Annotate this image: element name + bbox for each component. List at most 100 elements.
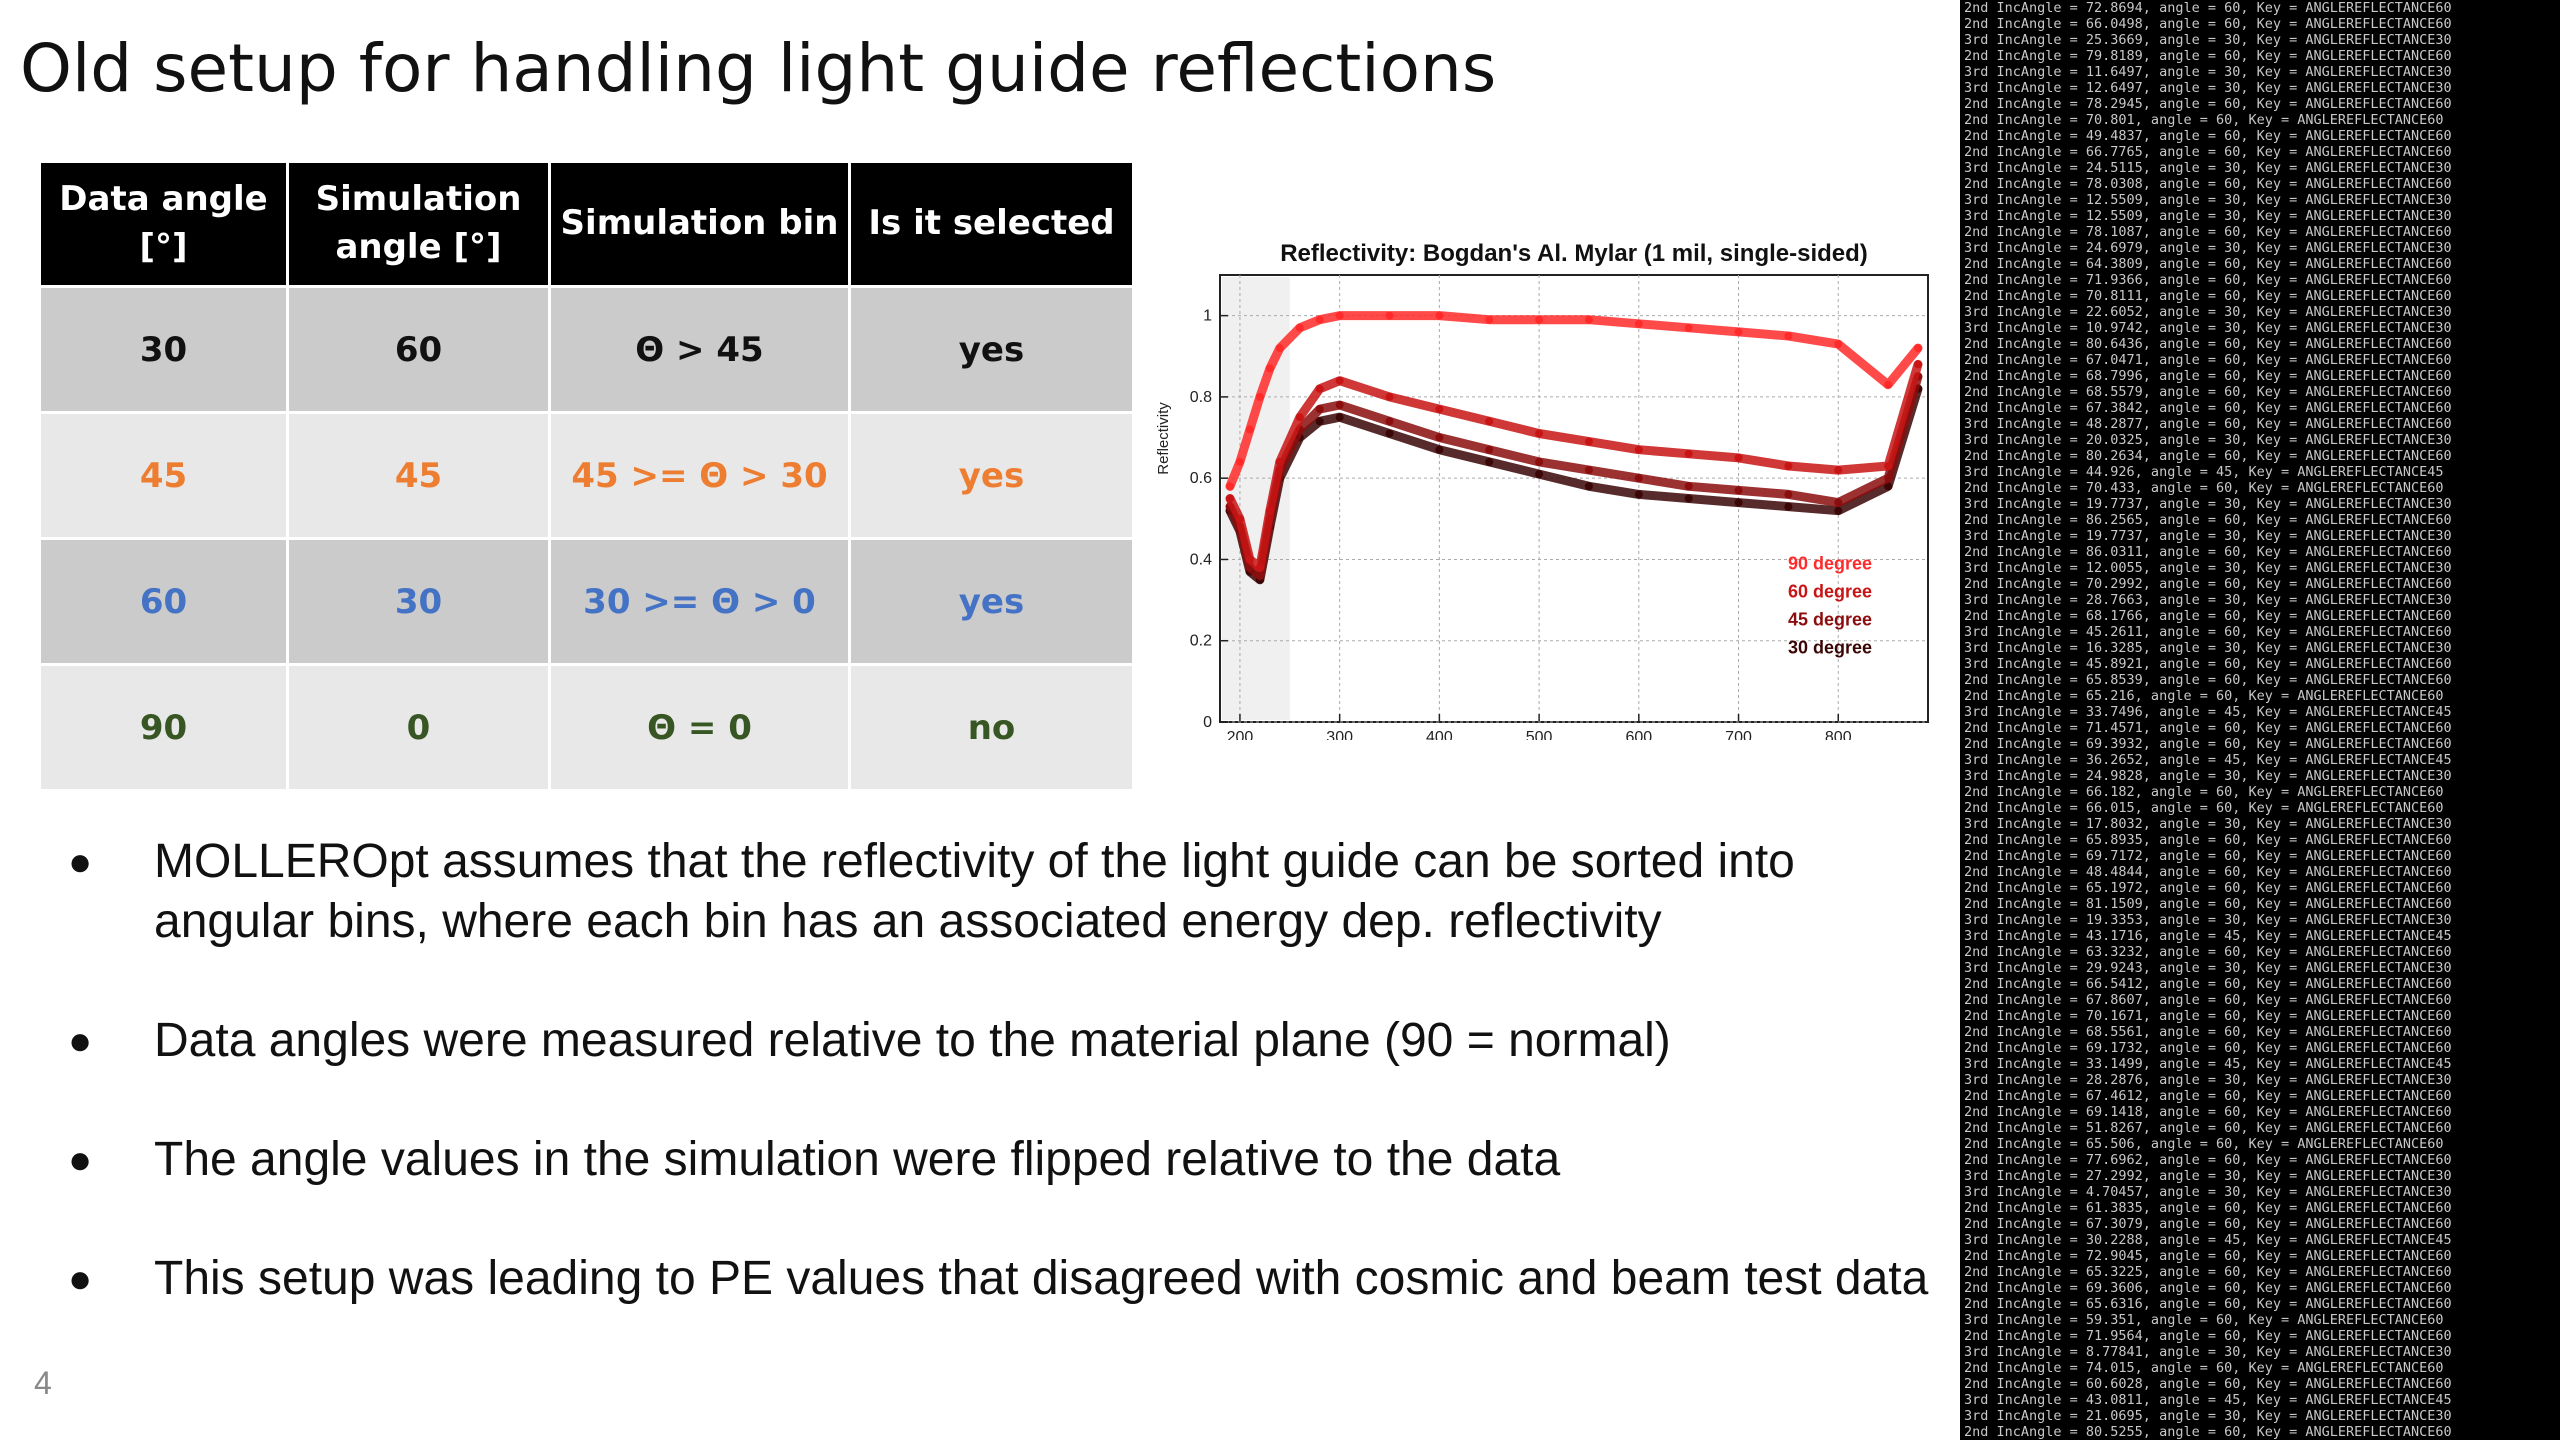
log-line: 2nd IncAngle = 70.8111, angle = 60, Key … <box>1964 288 2452 304</box>
data-point <box>1634 474 1643 483</box>
log-line: 2nd IncAngle = 78.1087, angle = 60, Key … <box>1964 224 2452 240</box>
data-point <box>1435 311 1444 320</box>
log-line: 3rd IncAngle = 48.2877, angle = 60, Key … <box>1964 416 2452 432</box>
table-header-cell: Data angle [°] <box>38 160 289 288</box>
data-point <box>1265 364 1274 373</box>
log-line: 3rd IncAngle = 10.9742, angle = 30, Key … <box>1964 320 2452 336</box>
log-line: 2nd IncAngle = 67.3079, angle = 60, Key … <box>1964 1216 2452 1232</box>
log-line: 2nd IncAngle = 70.433, angle = 60, Key =… <box>1964 480 2444 496</box>
data-point <box>1385 417 1394 426</box>
log-line: 2nd IncAngle = 64.3809, angle = 60, Key … <box>1964 256 2452 272</box>
table-cell: 0 <box>286 663 551 792</box>
log-line: 3rd IncAngle = 16.3285, angle = 30, Key … <box>1964 640 2452 656</box>
log-line: 3rd IncAngle = 28.7663, angle = 30, Key … <box>1964 592 2452 608</box>
data-point <box>1485 417 1494 426</box>
data-point <box>1584 315 1593 324</box>
log-line: 2nd IncAngle = 65.216, angle = 60, Key =… <box>1964 688 2444 704</box>
data-point <box>1834 498 1843 507</box>
reflectivity-chart: 200 300 400 500 600 700 800 0 0.2 0.4 0.6 0.8 1 Refle… <box>1155 240 1929 740</box>
data-point <box>1275 457 1284 466</box>
log-line: 2nd IncAngle = 68.5579, angle = 60, Key … <box>1964 384 2452 400</box>
log-line: 2nd IncAngle = 48.4844, angle = 60, Key … <box>1964 864 2452 880</box>
y-tick-label: 0.6 <box>1190 470 1212 487</box>
log-line: 2nd IncAngle = 67.4612, angle = 60, Key … <box>1964 1088 2452 1104</box>
x-tick-label: 700 <box>1725 729 1752 740</box>
data-point <box>1255 571 1264 580</box>
data-point <box>1584 437 1593 446</box>
log-line: 3rd IncAngle = 59.351, angle = 60, Key =… <box>1964 1312 2444 1328</box>
bullet-text: Data angles were measured relative to th… <box>154 1014 1671 1067</box>
angle-bins-table: Data angle [°] Simulation angle [°] Simula… <box>38 160 1135 792</box>
log-line: 3rd IncAngle = 19.7737, angle = 30, Key … <box>1964 496 2452 512</box>
data-point <box>1485 445 1494 454</box>
bullet-dot-icon: ● <box>68 1019 93 1063</box>
log-line: 2nd IncAngle = 80.5255, angle = 60, Key … <box>1964 1424 2452 1440</box>
table-row: 30 60 Θ > 45 yes <box>38 285 1135 414</box>
data-point <box>1834 340 1843 349</box>
data-point <box>1435 405 1444 414</box>
log-line: 2nd IncAngle = 70.801, angle = 60, Key =… <box>1964 112 2444 128</box>
data-point <box>1295 413 1304 422</box>
data-point <box>1315 384 1324 393</box>
bullet-dot-icon: ● <box>68 1138 93 1182</box>
log-line: 3rd IncAngle = 24.5115, angle = 30, Key … <box>1964 160 2452 176</box>
log-line: 2nd IncAngle = 69.3606, angle = 60, Key … <box>1964 1280 2452 1296</box>
legend-entry: 30 degree <box>1788 638 1872 658</box>
data-point <box>1884 380 1893 389</box>
log-line: 2nd IncAngle = 72.8694, angle = 60, Key … <box>1964 0 2452 16</box>
log-line: 2nd IncAngle = 51.8267, angle = 60, Key … <box>1964 1120 2452 1136</box>
data-point <box>1634 490 1643 499</box>
data-point <box>1435 433 1444 442</box>
data-point <box>1245 555 1254 564</box>
log-line: 2nd IncAngle = 65.506, angle = 60, Key =… <box>1964 1136 2444 1152</box>
x-tick-label: 500 <box>1526 729 1553 740</box>
table-row: 60 30 30 >= Θ > 0 yes <box>38 537 1135 666</box>
data-point <box>1255 563 1264 572</box>
log-line: 2nd IncAngle = 78.0308, angle = 60, Key … <box>1964 176 2452 192</box>
data-point <box>1535 457 1544 466</box>
table-header-cell: Simulation bin <box>548 160 851 288</box>
table-cell: Θ > 45 <box>548 285 851 414</box>
log-line: 3rd IncAngle = 19.3353, angle = 30, Key … <box>1964 912 2452 928</box>
data-point <box>1734 453 1743 462</box>
log-line: 2nd IncAngle = 67.0471, angle = 60, Key … <box>1964 352 2452 368</box>
log-line: 2nd IncAngle = 65.3225, angle = 60, Key … <box>1964 1264 2452 1280</box>
log-line: 3rd IncAngle = 24.9828, angle = 30, Key … <box>1964 768 2452 784</box>
y-tick-label: 0.2 <box>1190 633 1212 650</box>
data-point <box>1275 344 1284 353</box>
log-line: 3rd IncAngle = 19.7737, angle = 30, Key … <box>1964 528 2452 544</box>
bullet-item: ● The angle values in the simulation were… <box>60 1130 1940 1190</box>
y-tick-label: 0.4 <box>1190 551 1212 568</box>
log-line: 3rd IncAngle = 33.7496, angle = 45, Key … <box>1964 704 2452 720</box>
table-cell: yes <box>848 537 1135 666</box>
log-line: 3rd IncAngle = 43.1716, angle = 45, Key … <box>1964 928 2452 944</box>
log-line: 3rd IncAngle = 21.0695, angle = 30, Key … <box>1964 1408 2452 1424</box>
table-cell: 45 <box>286 411 551 540</box>
data-point <box>1265 506 1274 515</box>
data-point <box>1335 413 1344 422</box>
log-line: 3rd IncAngle = 33.1499, angle = 45, Key … <box>1964 1056 2452 1072</box>
data-point <box>1834 506 1843 515</box>
log-line: 3rd IncAngle = 22.6052, angle = 30, Key … <box>1964 304 2452 320</box>
log-line: 2nd IncAngle = 65.6316, angle = 60, Key … <box>1964 1296 2452 1312</box>
data-point <box>1315 315 1324 324</box>
bullet-text: MOLLEROpt assumes that the reflectivity … <box>154 835 1795 948</box>
table-cell: 60 <box>38 537 289 666</box>
x-tick-label: 800 <box>1825 729 1852 740</box>
data-point <box>1245 425 1254 434</box>
data-point <box>1684 482 1693 491</box>
log-line: 3rd IncAngle = 12.0055, angle = 30, Key … <box>1964 560 2452 576</box>
data-point <box>1315 405 1324 414</box>
bullet-dot-icon: ● <box>68 1257 93 1301</box>
log-line: 2nd IncAngle = 67.8607, angle = 60, Key … <box>1964 992 2452 1008</box>
legend-entry: 90 degree <box>1788 554 1872 574</box>
legend-entry: 60 degree <box>1788 582 1872 602</box>
y-tick-label: 0.8 <box>1190 389 1212 406</box>
log-line: 3rd IncAngle = 44.926, angle = 45, Key =… <box>1964 464 2444 480</box>
log-line: 3rd IncAngle = 43.0811, angle = 45, Key … <box>1964 1392 2452 1408</box>
x-tick-label: 300 <box>1326 729 1353 740</box>
log-line: 3rd IncAngle = 12.5509, angle = 30, Key … <box>1964 192 2452 208</box>
data-point <box>1884 461 1893 470</box>
data-point <box>1385 311 1394 320</box>
log-line: 2nd IncAngle = 67.3842, angle = 60, Key … <box>1964 400 2452 416</box>
